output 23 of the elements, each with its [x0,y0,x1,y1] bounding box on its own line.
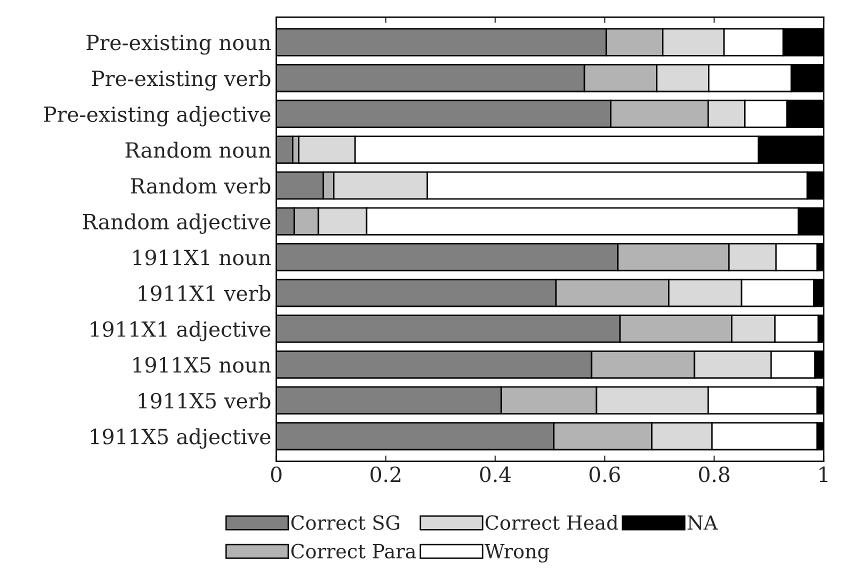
x-tick-label: 0.4 [480,466,511,482]
legend-label: Wrong [484,544,550,563]
x-tick-label: 1 [820,466,828,482]
y-tick-label: Random adjective [82,213,270,234]
y-tick-label: Pre-existing adjective [44,106,270,126]
legend-label: NA [688,515,718,530]
y-tick-label: 1911X1 verb [138,285,270,302]
y-tick-label: Pre-existing verb [92,70,270,91]
y-tick-label: 1911X5 verb [138,392,270,409]
y-tick-label: Random noun [126,142,271,158]
y-tick-label: 1911X5 noun [133,357,271,373]
legend-label: Correct Para [291,544,416,558]
x-tick-label: 0.6 [590,466,620,482]
legend-label: Correct SG [291,515,400,530]
y-tick-label: Pre-existing noun [86,34,271,55]
x-tick-label: 0.8 [699,466,730,482]
y-tick-label: Random verb [130,178,270,194]
y-tick-label: 1911X1 noun [133,250,271,266]
x-tick-label: 0 [271,466,282,482]
x-tick-label: 0.2 [370,466,400,482]
y-tick-label: 1911X1 adjective [90,320,270,342]
y-tick-label: 1911X5 adjective [90,428,270,449]
legend-label: Correct Head [486,514,618,530]
